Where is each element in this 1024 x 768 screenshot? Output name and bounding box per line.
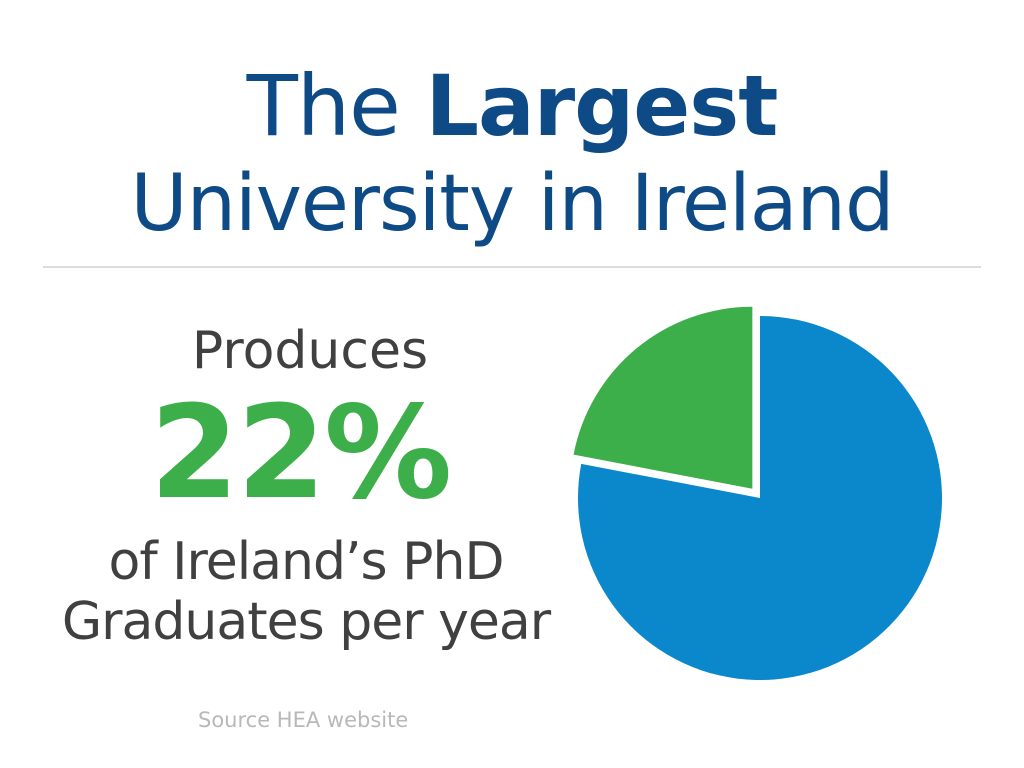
- stat-percent-value: 22%: [149, 379, 452, 528]
- page-title-line-2: University in Ireland: [130, 159, 895, 249]
- title-regular-text: The: [246, 57, 426, 155]
- page-title-line-1: The Largest: [0, 58, 1024, 154]
- source-note: Source HEA website: [198, 708, 409, 732]
- pie-chart: [573, 306, 942, 680]
- title-divider: [43, 266, 981, 268]
- stat-description-line-1: of Ireland’s PhD: [108, 532, 505, 592]
- stat-description-line-2: Graduates per year: [61, 592, 551, 652]
- title-bold-text: Largest: [425, 57, 779, 155]
- pie-slice-0: [573, 306, 753, 489]
- stat-description: of Ireland’s PhD Graduates per year: [0, 532, 612, 652]
- stat-lead-text: Produces: [191, 321, 429, 381]
- pie-slice-1: [578, 316, 942, 680]
